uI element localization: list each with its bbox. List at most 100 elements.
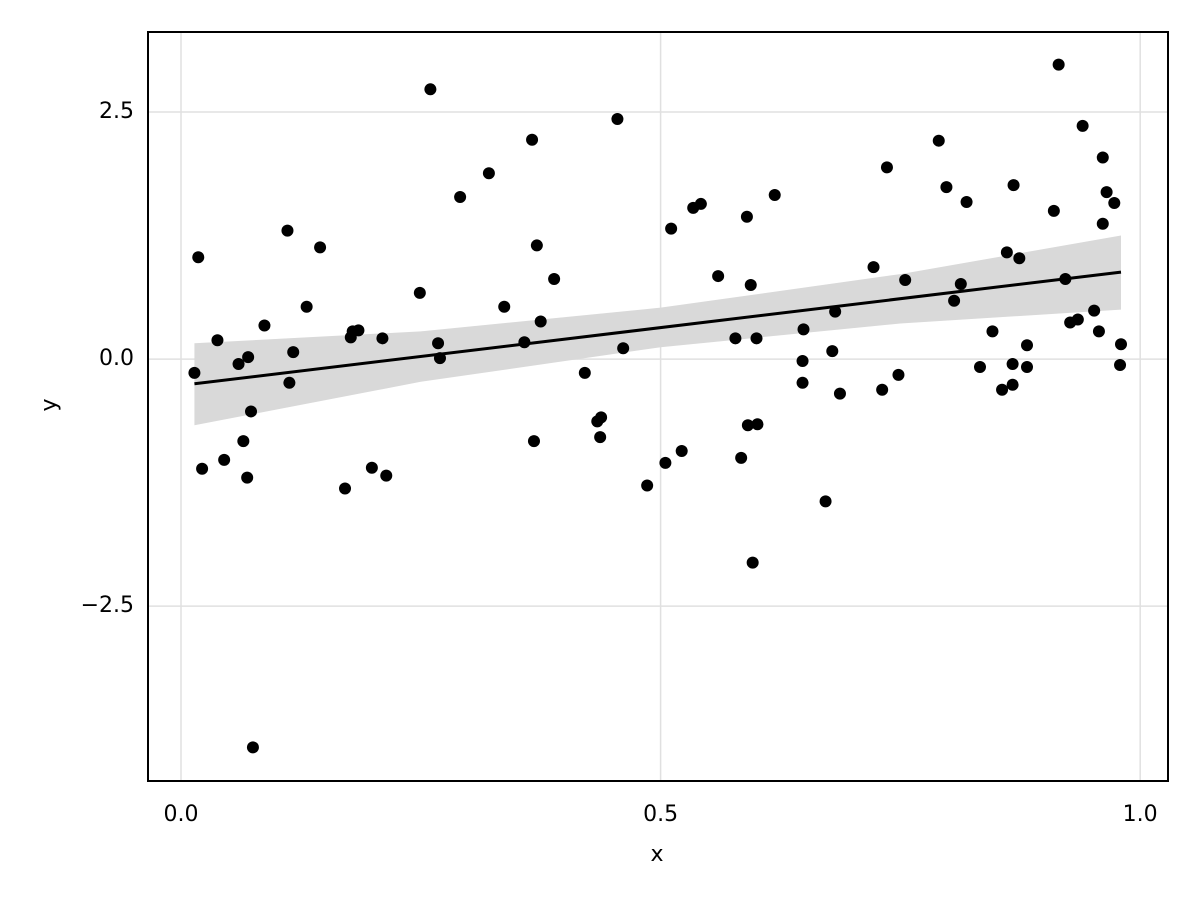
point: [954, 277, 967, 290]
point: [1096, 151, 1109, 164]
point: [281, 224, 294, 237]
point: [527, 435, 540, 448]
point: [948, 294, 961, 307]
point: [245, 405, 258, 418]
point: [611, 112, 624, 125]
point: [617, 342, 630, 355]
point: [796, 376, 809, 389]
y-tick-label: 0.0: [99, 346, 134, 371]
point: [283, 376, 296, 389]
point: [1114, 338, 1127, 351]
point: [1000, 246, 1013, 259]
point: [746, 556, 759, 569]
point: [232, 358, 245, 371]
point: [1092, 325, 1105, 338]
point: [973, 360, 986, 373]
point: [833, 387, 846, 400]
point: [899, 274, 912, 287]
point: [744, 278, 757, 291]
point: [1052, 58, 1065, 71]
point: [595, 411, 608, 424]
y-axis-label: y: [37, 398, 62, 411]
point: [433, 352, 446, 365]
point: [300, 300, 313, 313]
x-tick-label: 0.0: [163, 802, 198, 827]
point: [1088, 304, 1101, 317]
point: [1071, 313, 1084, 326]
point: [242, 351, 255, 364]
x-axis-label: x: [650, 842, 663, 867]
point: [876, 383, 889, 396]
point: [1059, 273, 1072, 286]
x-tick-label: 0.5: [643, 802, 678, 827]
point: [735, 451, 748, 464]
point: [424, 83, 437, 96]
point: [196, 462, 209, 475]
point: [751, 418, 764, 431]
point: [986, 325, 999, 338]
point: [712, 270, 725, 283]
point: [548, 273, 561, 286]
point: [530, 239, 543, 252]
point: [339, 482, 352, 495]
point: [376, 332, 389, 345]
point: [578, 366, 591, 379]
point: [641, 479, 654, 492]
point: [352, 324, 365, 337]
point: [819, 495, 832, 508]
point: [432, 337, 445, 350]
point: [996, 383, 1009, 396]
point: [932, 134, 945, 147]
plot-frame: [147, 31, 1169, 782]
point: [594, 431, 607, 444]
point: [1006, 378, 1019, 391]
point: [1114, 358, 1127, 371]
fit-line: [194, 270, 1122, 386]
point: [534, 315, 547, 328]
point: [659, 456, 672, 469]
point: [211, 334, 224, 347]
point: [498, 300, 511, 313]
point: [694, 197, 707, 210]
point: [797, 323, 810, 336]
point: [1047, 204, 1060, 217]
point: [365, 461, 378, 474]
point: [1006, 358, 1019, 371]
point: [1007, 179, 1020, 192]
point: [241, 471, 254, 484]
point: [1020, 339, 1033, 352]
point: [1076, 119, 1089, 132]
point: [188, 366, 201, 379]
point: [454, 191, 467, 204]
point: [237, 435, 250, 448]
point: [675, 444, 688, 457]
point: [940, 181, 953, 194]
point: [729, 332, 742, 345]
point: [768, 189, 781, 202]
x-tick-label: 1.0: [1123, 802, 1158, 827]
y-tick-label: 2.5: [99, 99, 134, 124]
point: [750, 332, 763, 345]
y-tick-label: −2.5: [81, 593, 134, 618]
point: [1020, 360, 1033, 373]
point: [526, 133, 539, 146]
point: [482, 167, 495, 180]
point: [665, 222, 678, 235]
point: [892, 368, 905, 381]
point: [1100, 186, 1113, 199]
point: [218, 453, 231, 466]
point: [740, 210, 753, 223]
point: [314, 241, 327, 254]
point: [796, 355, 809, 368]
point: [826, 345, 839, 358]
point: [380, 469, 393, 482]
point: [287, 346, 300, 359]
point: [829, 305, 842, 318]
point: [1108, 196, 1121, 209]
confidence-band: [194, 235, 1121, 426]
point: [413, 286, 426, 299]
point: [1013, 252, 1026, 265]
point: [192, 251, 205, 264]
point: [741, 419, 754, 432]
